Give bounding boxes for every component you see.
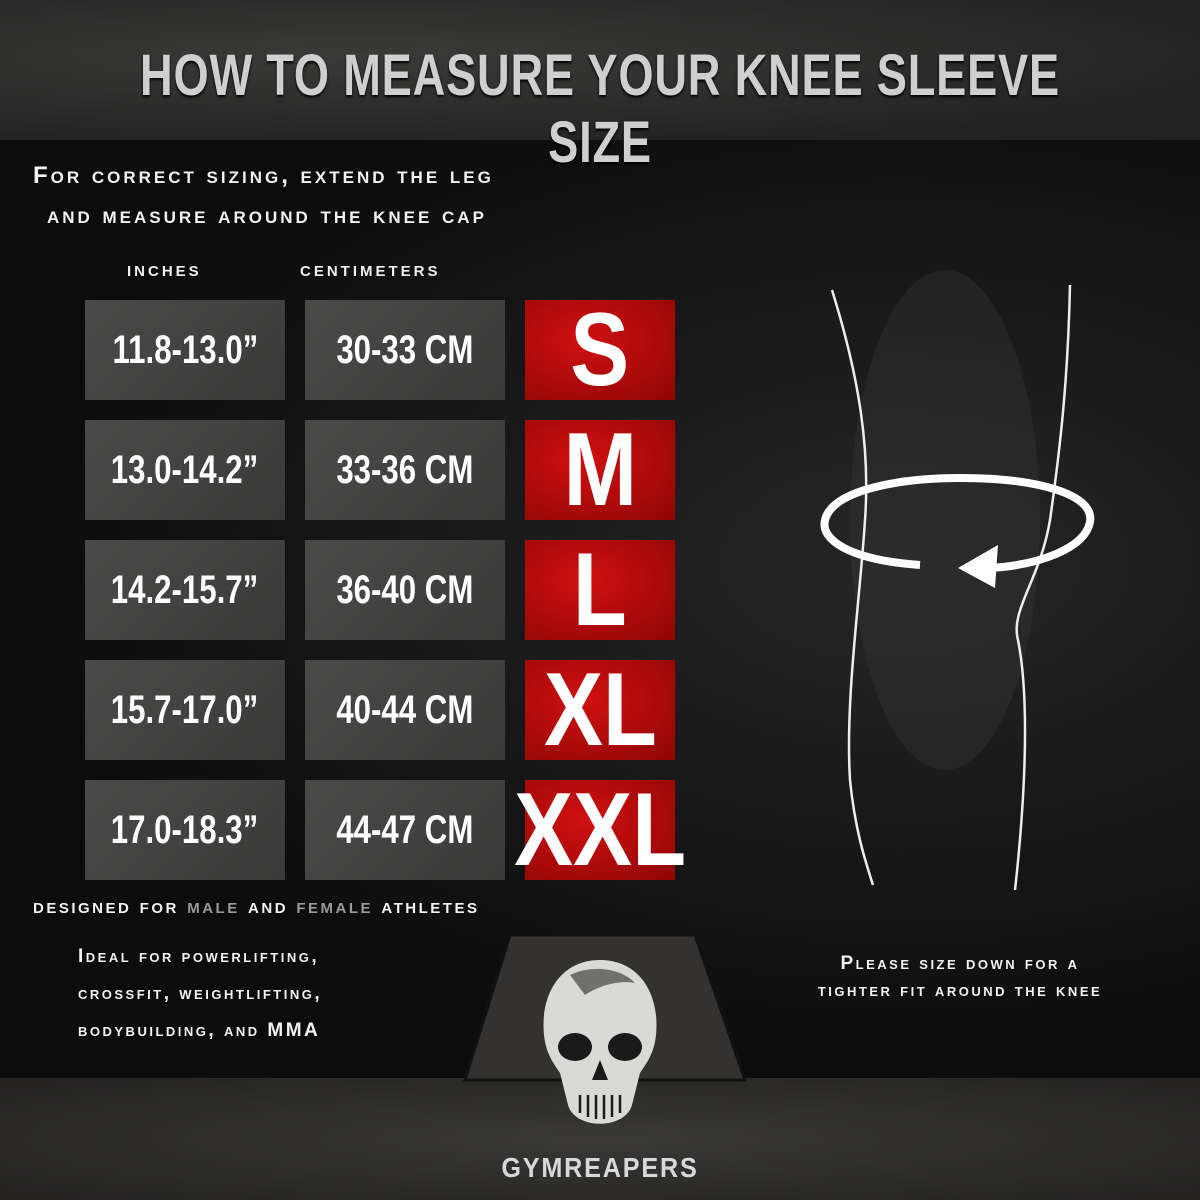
brand-logo: GYMREAPERS	[501, 1152, 699, 1183]
inches-cell: 13.0-14.2”	[85, 420, 285, 520]
note-line-1: Please size down for a	[840, 953, 1080, 974]
size-badge: XXL	[514, 772, 686, 888]
centimeters-header: centimeters	[300, 258, 441, 281]
size-badge: M	[525, 418, 675, 522]
cm-cell: 44-47 CM	[305, 780, 505, 880]
inches-cell: 14.2-15.7”	[85, 540, 285, 640]
inches-header: inches	[127, 258, 202, 281]
cm-cell: 33-36 CM	[305, 420, 505, 520]
inches-cell: 11.8-13.0”	[85, 300, 285, 400]
ideal-line-1: Ideal for powerlifting,	[78, 946, 320, 967]
skull-icon	[543, 960, 657, 1124]
note-line-2: tighter fit around the knee	[817, 980, 1103, 1001]
inches-cell: 17.0-18.3”	[85, 780, 285, 880]
instruction-line-1: For correct sizing, extend the leg	[33, 162, 494, 189]
ideal-line-2: crossfit, weightlifting,	[78, 983, 323, 1004]
designed-for-line: designed for male and female athletes	[33, 895, 480, 918]
page-title: HOW TO MEASURE YOUR KNEE SLEEVE SIZE	[140, 43, 1060, 175]
cm-cell: 40-44 CM	[305, 660, 505, 760]
cm-cell: 36-40 CM	[305, 540, 505, 640]
size-badge: XL	[525, 658, 675, 762]
size-badge: L	[525, 538, 675, 642]
size-badge: S	[525, 298, 675, 402]
ideal-line-3: bodybuilding, and MMA	[78, 1020, 321, 1041]
header-band	[0, 0, 1200, 140]
instruction-line-2: and measure around the knee cap	[47, 202, 487, 229]
cm-cell: 30-33 CM	[305, 300, 505, 400]
inches-cell: 15.7-17.0”	[85, 660, 285, 760]
